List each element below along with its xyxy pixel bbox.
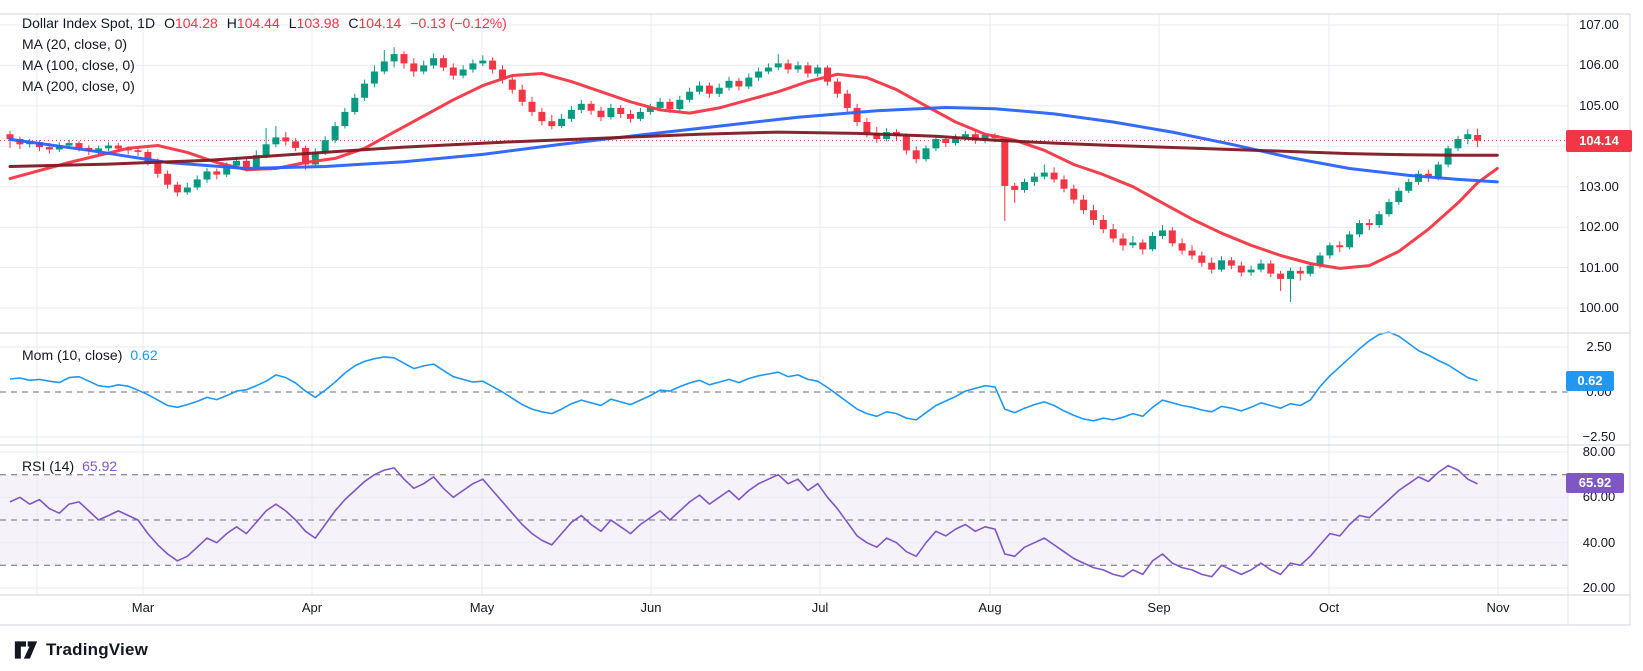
- time-axis-label-jun: Jun: [640, 600, 662, 615]
- legend-ma100[interactable]: MA (100, close, 0): [22, 55, 135, 75]
- momentum-line: [9, 331, 1478, 422]
- price-axis-label: 100.00: [1579, 300, 1619, 315]
- close-label: C: [348, 15, 359, 31]
- low-label: L: [288, 15, 297, 31]
- low-value: 103.98: [296, 15, 340, 31]
- ma20-label: MA (20, close, 0): [22, 36, 128, 52]
- ma100-label: MA (100, close, 0): [22, 57, 135, 73]
- momentum-label: Mom (10, close): [22, 347, 123, 363]
- momentum-badge: 0.62: [1566, 371, 1614, 391]
- overlay-line: [8, 72, 1499, 270]
- time-axis-label-sep: Sep: [1147, 600, 1171, 615]
- high-value: 104.44: [236, 15, 280, 31]
- tradingview-logo[interactable]: TradingView: [14, 640, 148, 660]
- rsi-axis-label: 20.00: [1582, 580, 1616, 595]
- price-axis-label: 107.00: [1579, 17, 1619, 32]
- price-axis-label: 103.00: [1579, 178, 1619, 194]
- momentum-axis-label: −2.50: [1582, 429, 1616, 444]
- time-axis-label-apr: Apr: [301, 600, 323, 615]
- time-axis-label-jul: Jul: [811, 600, 829, 615]
- rsi-axis-label: 40.00: [1582, 534, 1616, 550]
- time-axis-label-may: May: [469, 600, 495, 615]
- time-axis-label-oct: Oct: [1318, 600, 1340, 615]
- legend-momentum[interactable]: Mom (10, close) 0.62: [22, 345, 158, 365]
- rsi-axis-label: 60.00: [1582, 489, 1616, 505]
- rsi-label: RSI (14): [22, 458, 75, 474]
- price-scale[interactable]: 107.00 106.00 105.00 103.00 102.00 101.00 100.…: [1568, 0, 1630, 630]
- time-axis-label-mar: Mar: [131, 600, 155, 615]
- rsi-value: 65.92: [82, 458, 118, 474]
- high-label: H: [226, 15, 237, 31]
- momentum-axis-label: 2.50: [1586, 339, 1612, 354]
- price-badge: 104.14: [1566, 130, 1632, 152]
- open-label: O: [164, 15, 175, 31]
- ma200-label: MA (200, close, 0): [22, 78, 135, 94]
- tradingview-icon: [14, 641, 38, 659]
- price-axis-label: 101.00: [1579, 259, 1619, 275]
- close-value: 104.14: [358, 15, 402, 31]
- legend-main[interactable]: Dollar Index Spot, 1D O104.28 H104.44 L103.…: [22, 13, 507, 33]
- symbol-title[interactable]: Dollar Index Spot, 1D: [22, 15, 156, 31]
- time-axis-label-aug: Aug: [978, 600, 1002, 615]
- price-axis-label: 105.00: [1579, 97, 1619, 113]
- open-value: 104.28: [174, 15, 218, 31]
- price-axis-label: 106.00: [1579, 57, 1619, 73]
- legend-ma200[interactable]: MA (200, close, 0): [22, 76, 135, 96]
- rsi-axis-label: 80.00: [1582, 444, 1616, 459]
- time-scale[interactable]: Mar Apr May Jun Jul Aug Sep Oct Nov: [0, 595, 1630, 625]
- time-axis-label-nov: Nov: [1486, 600, 1510, 615]
- rsi-line: [9, 464, 1478, 578]
- change-value: −0.13 (−0.12%): [410, 15, 507, 31]
- rsi-badge: 65.92: [1566, 473, 1624, 493]
- legend-rsi[interactable]: RSI (14) 65.92: [22, 456, 117, 476]
- overlay-line: [8, 106, 1499, 184]
- momentum-value: 0.62: [130, 347, 158, 363]
- legend-ma20[interactable]: MA (20, close, 0): [22, 34, 127, 54]
- overlay-line: [8, 130, 1499, 168]
- tradingview-wordmark: TradingView: [46, 640, 149, 659]
- chart-canvas[interactable]: [0, 0, 1643, 632]
- price-axis-label: 102.00: [1579, 219, 1619, 235]
